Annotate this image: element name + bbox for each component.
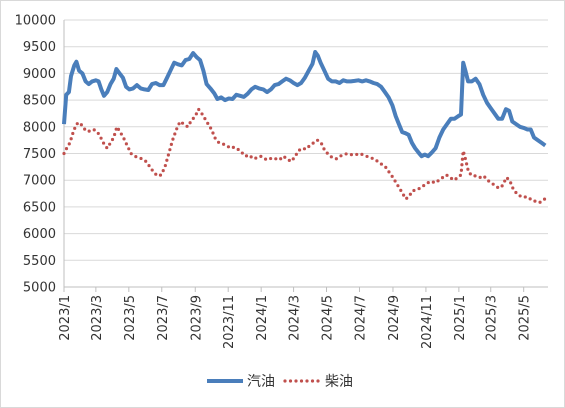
- y-tick-label: 6000: [23, 227, 56, 242]
- x-tick-label: 2025/1: [453, 295, 468, 341]
- y-tick-label: 8000: [23, 120, 56, 135]
- legend-label-diesel: 柴油: [325, 374, 353, 390]
- y-tick-label: 9500: [23, 40, 56, 55]
- x-tick-label: 2024/9: [387, 295, 402, 341]
- series-line-gasoline: [62, 50, 547, 159]
- x-tick-label: 2025/5: [518, 295, 533, 341]
- x-tick-label: 2024/7: [353, 295, 368, 341]
- y-tick-label: 9000: [23, 67, 56, 82]
- x-tick-label: 2024/5: [321, 295, 336, 341]
- y-tick-label: 7000: [23, 174, 56, 189]
- x-tick-label: 2024/1: [255, 295, 270, 341]
- y-axis-tick-labels: 5000 5500 6000 6500 7000 7500 8000 8500 9000 9500…: [15, 14, 56, 296]
- x-tick-label: 2023/3: [90, 295, 105, 341]
- x-tick-label: 2023/5: [123, 295, 138, 341]
- x-tick-label: 2023/9: [189, 295, 204, 341]
- y-tick-label: 7500: [23, 147, 56, 162]
- y-tick-label: 5500: [23, 254, 56, 269]
- y-tick-label: 5000: [23, 281, 56, 296]
- legend-label-gasoline: 汽油: [247, 374, 275, 390]
- x-tick-label: 2025/3: [485, 295, 500, 341]
- x-tick-label: 2024/3: [288, 295, 303, 341]
- x-tick-label: 2024/11: [420, 295, 435, 349]
- x-tick-label: 2023/11: [222, 295, 237, 349]
- series-line-diesel: [62, 107, 548, 205]
- x-tick-label: 2023/7: [156, 295, 171, 341]
- x-tick-label: 2023/1: [58, 295, 73, 341]
- y-tick-label: 6500: [23, 200, 56, 215]
- y-tick-label: 10000: [15, 14, 56, 29]
- plot-area: [62, 50, 548, 205]
- legend: 汽油 柴油: [207, 374, 353, 390]
- gridlines: [64, 19, 548, 288]
- y-tick-label: 8500: [23, 94, 56, 109]
- x-axis-tick-labels: 2023/1 2023/3 2023/5 2023/7 2023/9 2023/11 202…: [58, 295, 533, 349]
